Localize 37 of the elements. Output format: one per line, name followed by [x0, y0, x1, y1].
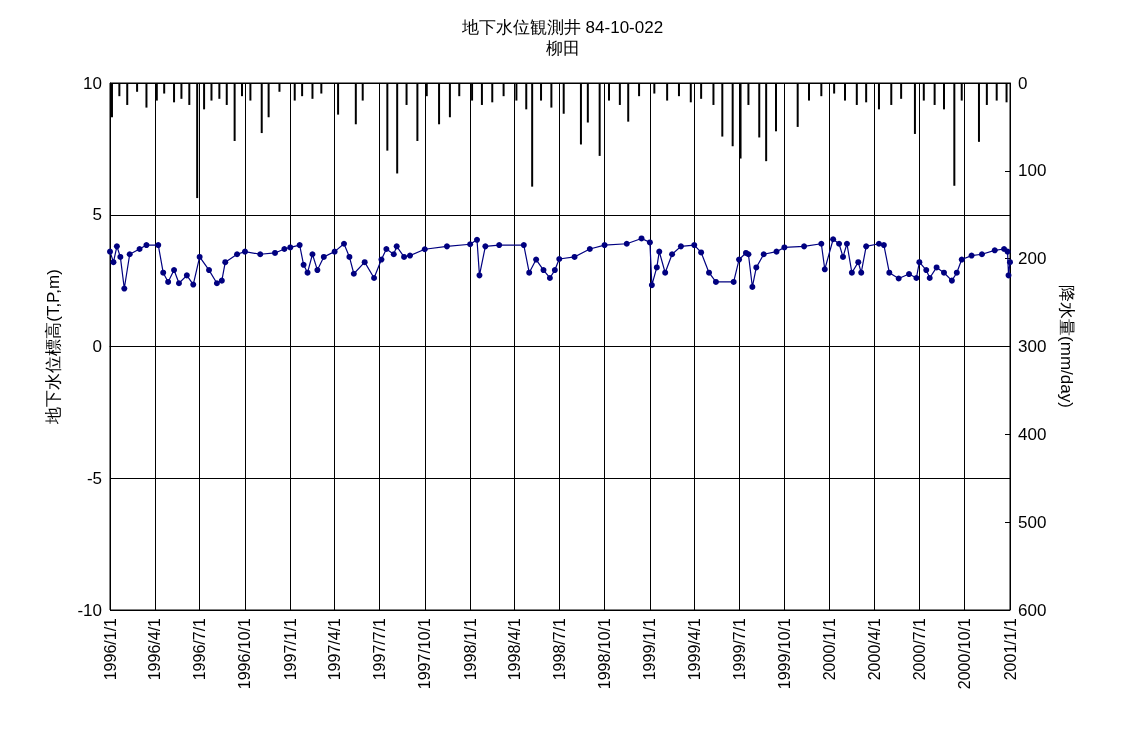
chart-title: 地下水位観測井 84-10-022	[460, 18, 664, 37]
y-tick-label: -5	[86, 468, 102, 488]
x-tick-label: 1999/10/1	[775, 617, 793, 690]
x-tick-label: 1996/7/1	[191, 617, 209, 681]
y2-tick-label: 600	[1018, 600, 1047, 620]
x-tick-label: 1998/1/1	[461, 617, 479, 681]
x-tick-label: 1996/10/1	[236, 617, 254, 690]
x-tick-label: 2000/4/1	[866, 617, 884, 681]
x-tick-label: 1998/10/1	[596, 617, 614, 690]
y-tick-label: -10	[77, 600, 102, 620]
y2-tick-label: 100	[1018, 161, 1047, 181]
y2-axis-title: 降水量(mm/day)	[1057, 285, 1076, 408]
x-tick-label: 1997/1/1	[281, 617, 299, 681]
x-tick-label: 1999/7/1	[730, 617, 748, 681]
x-tick-label: 1997/4/1	[326, 617, 344, 681]
x-tick-label: 1998/4/1	[505, 617, 523, 681]
x-tick-label: 2001/1/1	[1001, 617, 1019, 681]
y2-tick-label: 300	[1018, 337, 1047, 356]
y2-tick-label: 200	[1018, 249, 1047, 269]
x-tick-label: 1996/4/1	[146, 617, 164, 681]
x-tick-label: 1999/1/1	[641, 617, 659, 681]
x-tick-label: 1998/7/1	[550, 617, 568, 681]
y-axis-title: 地下水位標高(T,P,m)	[44, 269, 63, 425]
y-tick-label: 0	[92, 337, 102, 356]
y-tick-label: 5	[92, 205, 102, 225]
y2-tick-label: 400	[1018, 424, 1047, 444]
y-tick-label: 10	[83, 73, 102, 93]
y2-tick-label: 500	[1018, 512, 1047, 532]
x-tick-label: 2000/10/1	[956, 617, 974, 690]
x-tick-label: 1997/10/1	[416, 617, 434, 690]
x-tick-label: 2000/1/1	[821, 617, 839, 681]
x-tick-label: 1997/7/1	[370, 617, 388, 681]
x-tick-label: 1996/1/1	[101, 617, 119, 681]
x-tick-label: 1999/4/1	[685, 617, 703, 681]
chart-subtitle: 柳田	[545, 39, 580, 58]
y2-tick-label: 0	[1018, 73, 1028, 93]
x-tick-label: 2000/7/1	[910, 617, 928, 681]
